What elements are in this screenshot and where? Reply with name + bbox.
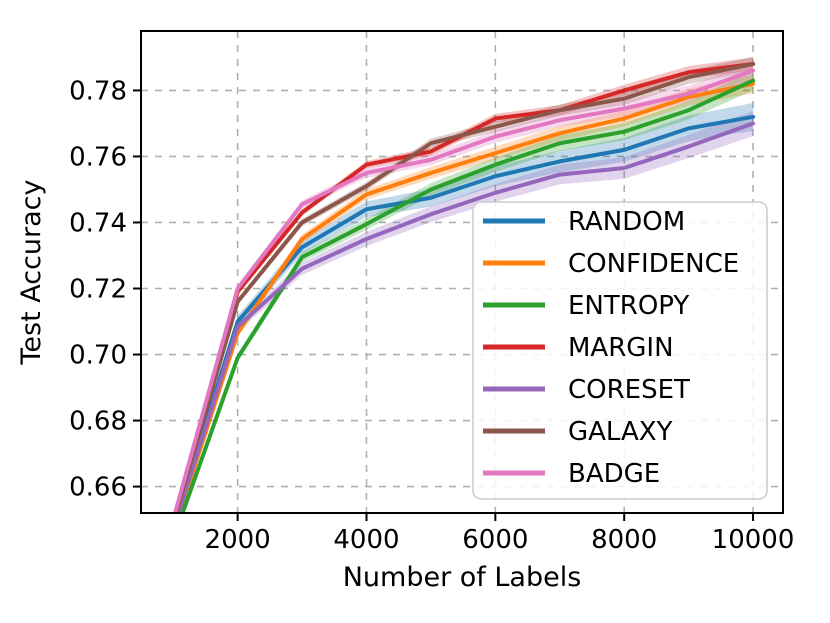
legend-label: GALAXY	[568, 417, 673, 447]
x-axis-label: Number of Labels	[343, 562, 582, 593]
plot-border	[140, 30, 784, 514]
legend-label: ENTROPY	[568, 291, 689, 321]
legend-box	[472, 201, 768, 500]
legend-item-confidence: CONFIDENCE	[483, 249, 739, 279]
legend-item-random: RANDOM	[483, 207, 685, 237]
y-axis-label: Test Accuracy	[16, 179, 47, 365]
y-tick-label: 0.76	[69, 142, 127, 172]
y-tick-label: 0.70	[69, 341, 127, 371]
legend-label: CONFIDENCE	[568, 249, 739, 279]
legend-item-galaxy: GALAXY	[483, 417, 673, 447]
tick-labels: 2000 4000 6000 8000 10000 0.66 0.68 0.70 0.72 0.7…	[69, 76, 794, 555]
legend-label: MARGIN	[568, 333, 674, 363]
legend-item-margin: MARGIN	[483, 333, 674, 363]
y-tick-label: 0.66	[69, 473, 127, 503]
series-line-confidence	[177, 81, 756, 513]
y-tick-label: 0.74	[69, 208, 127, 238]
band-badge	[174, 62, 754, 513]
x-tick-label: 2000	[205, 525, 271, 555]
legend-label: RANDOM	[568, 207, 685, 237]
legend-label: BADGE	[568, 459, 660, 489]
axis-ticks	[133, 89, 755, 521]
series-line-galaxy	[174, 62, 756, 513]
y-tick-label: 0.78	[69, 76, 127, 106]
y-tick-label: 0.72	[69, 275, 127, 305]
band-coreset	[177, 110, 754, 513]
x-tick-label: 6000	[462, 525, 528, 555]
legend-item-entropy: ENTROPY	[483, 291, 689, 321]
legend-item-badge: BADGE	[483, 459, 660, 489]
series-line-entropy	[180, 78, 756, 513]
legend-label: CORESET	[568, 375, 690, 405]
y-tick-label: 0.68	[69, 407, 127, 437]
legend: RANDOM CONFIDENCE ENTROPY MARGIN CORESET GALA…	[472, 201, 768, 500]
x-tick-label: 4000	[333, 525, 399, 555]
band-entropy	[181, 70, 754, 513]
legend-item-coreset: CORESET	[483, 375, 690, 405]
x-tick-label: 8000	[591, 525, 657, 555]
series-line-badge	[172, 68, 756, 513]
x-tick-label: 10000	[712, 525, 795, 555]
series-lines	[172, 62, 756, 513]
series-line-coreset	[176, 121, 756, 513]
